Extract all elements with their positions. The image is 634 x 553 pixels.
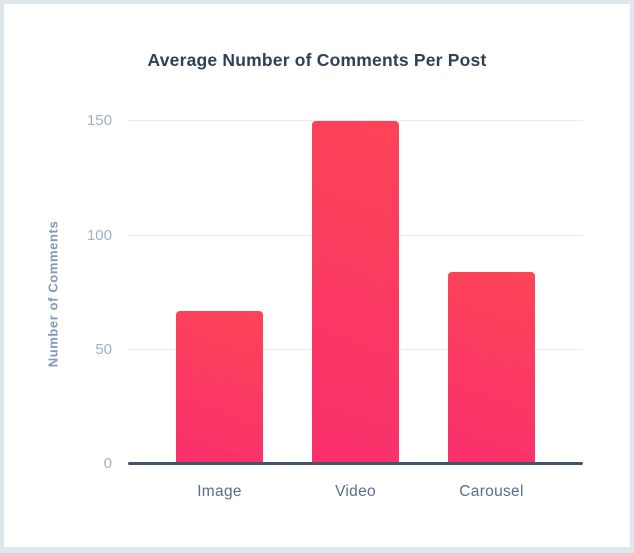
bar-video xyxy=(312,121,399,464)
x-label-image: Image xyxy=(197,483,242,500)
x-label-video: Video xyxy=(335,483,376,500)
y-tick-label-100: 100 xyxy=(86,226,112,244)
chart-title: Average Number of Comments Per Post xyxy=(147,50,487,70)
bar-image xyxy=(176,310,263,464)
bar-carousel xyxy=(448,272,535,464)
x-axis-labels: Image Video Carousel xyxy=(128,483,583,501)
y-tick-label-150: 150 xyxy=(86,112,112,130)
x-label-carousel: Carousel xyxy=(459,483,524,500)
bars-container xyxy=(128,110,583,464)
plot-area: 0 50 100 150 xyxy=(87,110,583,472)
y-tick-label-50: 50 xyxy=(95,340,112,358)
gridline-150 xyxy=(128,120,583,122)
x-axis-line xyxy=(128,462,583,465)
y-tick-label-0: 0 xyxy=(103,455,112,472)
